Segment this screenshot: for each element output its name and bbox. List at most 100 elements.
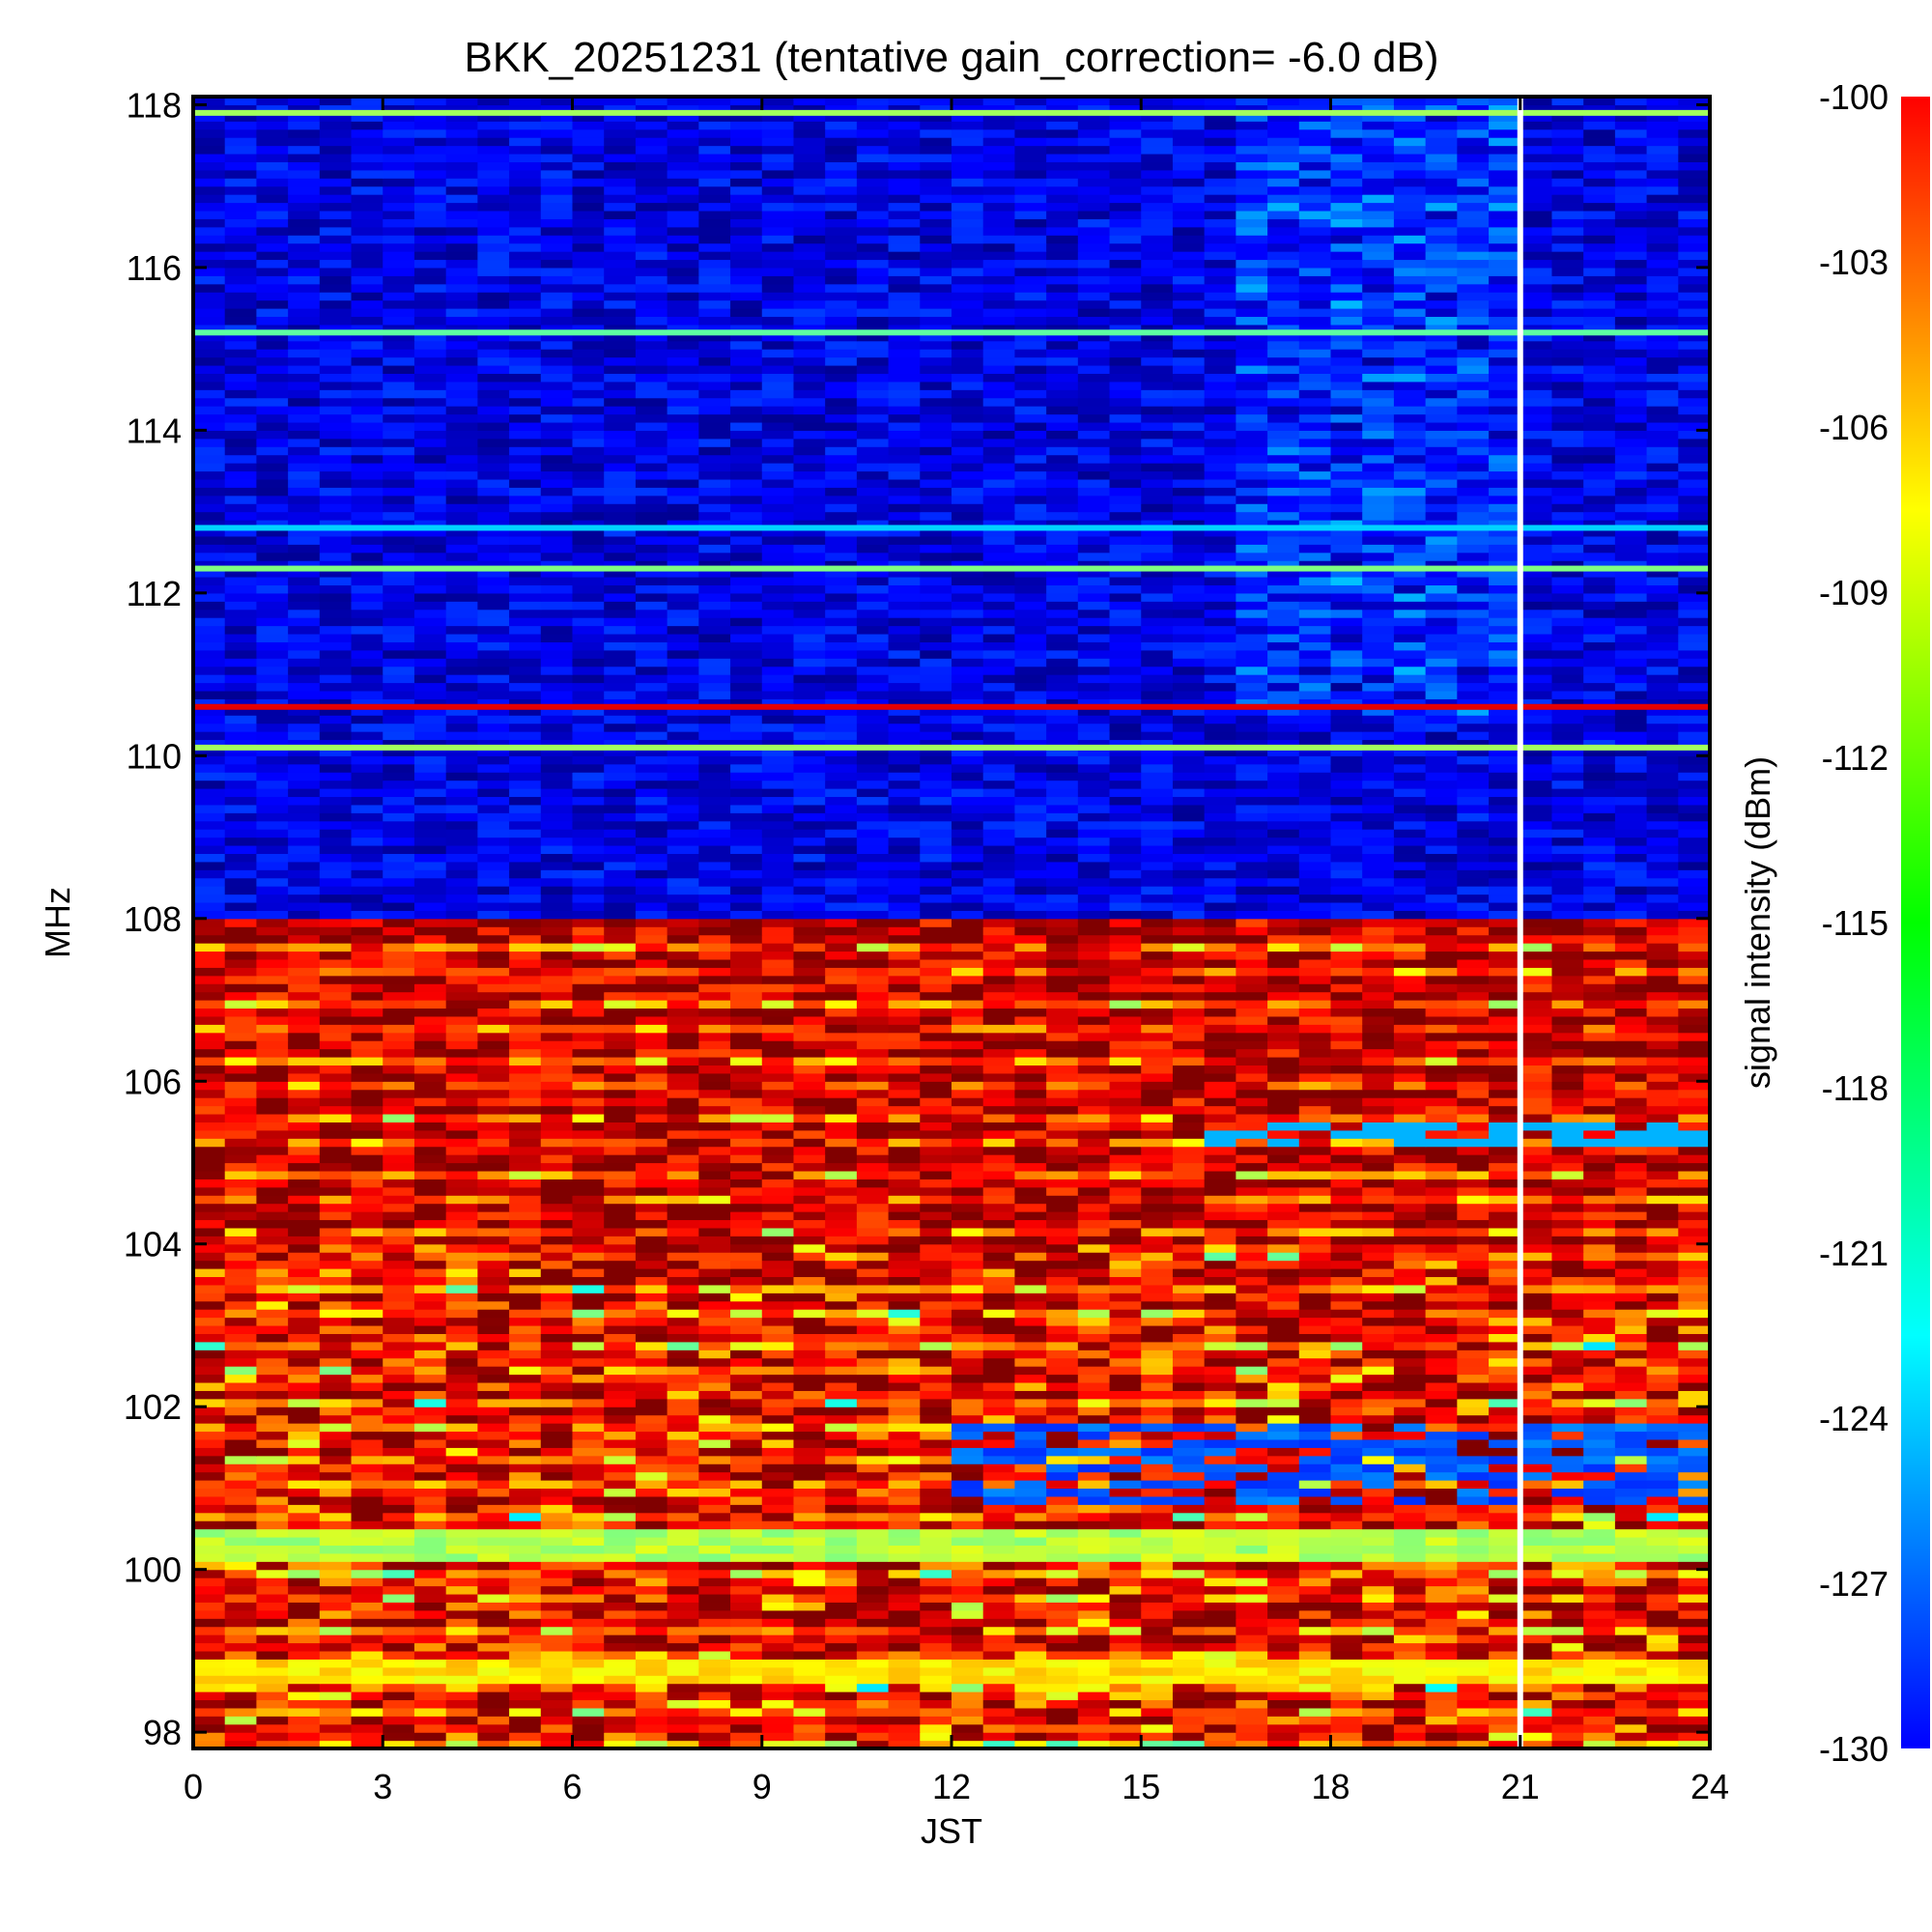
heatmap-cell [1520,1585,1553,1595]
heatmap-cell [825,1236,858,1245]
heatmap-cell [1172,1203,1206,1212]
heatmap-cell [1172,1659,1206,1668]
heatmap-cell [509,1333,542,1343]
heatmap-cell [1489,1211,1521,1221]
heatmap-cell [477,1626,510,1635]
heatmap-cell [888,1602,921,1611]
heatmap-cell [952,1097,984,1107]
heatmap-cell [635,1293,668,1302]
heatmap-cell [540,1097,574,1107]
heatmap-cell [540,1243,574,1253]
heatmap-cell [635,1227,668,1236]
heatmap-cell [1267,1585,1300,1595]
heatmap-cell [477,1146,510,1155]
heatmap-cell [413,1154,447,1164]
heatmap-cell [256,1333,289,1343]
heatmap-cell [540,1081,574,1091]
heatmap-cell [1298,1276,1332,1286]
heatmap-cell [825,1000,858,1009]
heatmap-cell [351,1488,384,1497]
heatmap-cell [952,1357,984,1367]
heatmap-cell [288,1618,321,1628]
heatmap-cell [1141,1626,1174,1635]
heatmap-cell [319,1040,353,1050]
heatmap-cell [1267,1024,1300,1034]
heatmap-cell [1520,1260,1553,1269]
heatmap-cell [319,1252,353,1262]
heatmap-cell [351,967,384,977]
heatmap-cell [1646,1381,1679,1391]
heatmap-cell [1583,1227,1616,1236]
heatmap-cell [856,1480,890,1490]
heatmap-cell [193,1740,226,1748]
heatmap-cell [572,1381,605,1391]
heatmap-cell [1489,1024,1521,1034]
heatmap-cell [351,1333,384,1343]
heatmap-cell [413,983,447,993]
heatmap-cell [920,1471,952,1481]
heatmap-cell [761,967,795,977]
heatmap-cell [256,1186,289,1196]
heatmap-cell [1614,1471,1648,1481]
heatmap-cell [256,1195,289,1205]
heatmap-cell [572,1390,605,1400]
heatmap-cell [1109,1040,1142,1050]
heatmap-cell [1267,1675,1300,1685]
heatmap-cell [667,1179,699,1188]
heatmap-cell [793,1138,826,1148]
heatmap-cell [730,1211,763,1221]
heatmap-cell [825,1186,858,1196]
heatmap-cell [509,1113,542,1122]
heatmap-cell [1646,1072,1679,1082]
heatmap-cell [1425,1561,1458,1571]
heatmap-cell [1393,1065,1427,1074]
heatmap-cell [1583,1495,1616,1505]
heatmap-cell [856,1414,890,1424]
heatmap-cell [730,1162,763,1172]
heatmap-cell [1646,967,1679,977]
heatmap-cell [888,1675,921,1685]
heatmap-cell [477,1618,510,1628]
heatmap-cell [698,1048,731,1058]
heatmap-cell [952,1642,984,1652]
heatmap-cell [1298,1431,1332,1440]
heatmap-cell [1520,1056,1553,1066]
heatmap-cell [319,1561,353,1571]
heatmap-cell [477,1691,510,1701]
heatmap-cell [572,1138,605,1148]
heatmap-cell [224,1463,258,1473]
heatmap-cell [825,1357,858,1367]
heatmap-cell [445,1252,478,1262]
heatmap-cell [1141,1716,1174,1725]
heatmap-cell [982,1333,1016,1343]
heatmap-cell [1236,1072,1268,1082]
heatmap-cell [256,1357,289,1367]
heatmap-cell [1646,1545,1679,1554]
heatmap-cell [793,1732,826,1742]
heatmap-cell [793,1309,826,1319]
heatmap-cell [698,1333,731,1343]
heatmap-cell [698,983,731,993]
heatmap-cell [1489,1276,1521,1286]
heatmap-cell [982,1179,1016,1188]
heatmap-cell [1267,1260,1300,1269]
heatmap-cell [1425,1097,1458,1107]
heatmap-cell [1014,926,1047,936]
heatmap-cell [540,1642,574,1652]
heatmap-cell [288,1545,321,1554]
heatmap-cell [1330,967,1363,977]
heatmap-cell [604,1170,637,1179]
heatmap-cell [1614,1366,1648,1376]
heatmap-cell [888,1577,921,1587]
heatmap-cell [413,1683,447,1692]
heatmap-cell [920,967,952,977]
heatmap-cell [920,1699,952,1709]
heatmap-cell [509,1683,542,1692]
heatmap-cell [888,1691,921,1701]
heatmap-cell [1109,1683,1142,1692]
heatmap-cell [413,1642,447,1652]
heatmap-cell [572,1406,605,1416]
heatmap-cell [1298,1015,1332,1025]
heatmap-cell [982,1219,1016,1229]
heatmap-cell [793,1716,826,1725]
